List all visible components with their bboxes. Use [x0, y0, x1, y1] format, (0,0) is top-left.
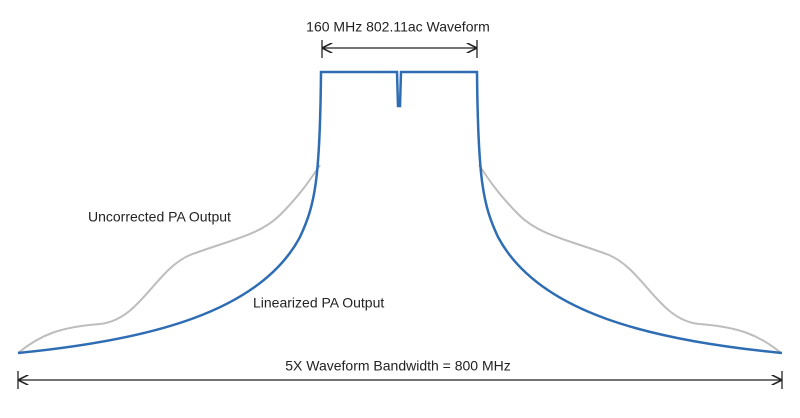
linearized-label: Linearized PA Output [253, 295, 384, 311]
uncorrected-curve-right [478, 164, 782, 354]
linearized-curve [17, 70, 783, 355]
bottom-label: 5X Waveform Bandwidth = 800 MHz [285, 358, 511, 374]
uncorrected-label: Uncorrected PA Output [88, 209, 231, 225]
top-label: 160 MHz 802.11ac Waveform [306, 19, 490, 35]
uncorrected-curve-left [17, 164, 321, 354]
